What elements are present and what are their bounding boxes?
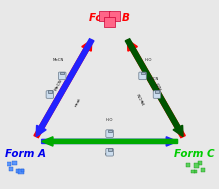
FancyBboxPatch shape (139, 72, 146, 80)
FancyBboxPatch shape (106, 148, 113, 156)
Text: MeCN: MeCN (147, 77, 159, 81)
FancyBboxPatch shape (186, 163, 190, 167)
FancyBboxPatch shape (99, 11, 110, 21)
Text: neat: neat (74, 97, 82, 107)
FancyBboxPatch shape (153, 91, 161, 98)
Text: H₂O: H₂O (156, 81, 164, 90)
Text: Form B: Form B (89, 12, 130, 22)
FancyBboxPatch shape (21, 169, 24, 172)
FancyBboxPatch shape (9, 167, 13, 171)
FancyArrow shape (36, 39, 94, 137)
Text: neat: neat (105, 152, 115, 156)
Text: H₂O: H₂O (145, 58, 152, 62)
FancyBboxPatch shape (109, 11, 120, 21)
FancyBboxPatch shape (12, 161, 17, 165)
Text: MeCN: MeCN (52, 58, 64, 62)
FancyBboxPatch shape (141, 72, 145, 74)
Text: MeCN: MeCN (54, 79, 64, 92)
FancyBboxPatch shape (104, 17, 115, 27)
FancyBboxPatch shape (16, 169, 20, 173)
FancyBboxPatch shape (194, 163, 199, 168)
FancyBboxPatch shape (108, 148, 112, 151)
FancyBboxPatch shape (6, 162, 11, 166)
FancyBboxPatch shape (198, 161, 202, 165)
FancyBboxPatch shape (58, 72, 66, 80)
FancyArrow shape (125, 39, 183, 137)
FancyBboxPatch shape (48, 91, 52, 93)
FancyBboxPatch shape (60, 72, 64, 74)
Text: H₂O: H₂O (105, 133, 114, 137)
FancyBboxPatch shape (108, 129, 112, 132)
FancyBboxPatch shape (155, 91, 159, 93)
Text: MeCN: MeCN (137, 92, 146, 105)
FancyBboxPatch shape (201, 168, 205, 172)
FancyArrow shape (34, 40, 92, 138)
Text: Form C: Form C (174, 149, 214, 159)
FancyBboxPatch shape (194, 170, 198, 173)
FancyArrow shape (127, 40, 185, 138)
Text: Form A: Form A (5, 149, 46, 159)
FancyArrow shape (42, 137, 178, 146)
FancyArrow shape (42, 137, 178, 146)
FancyBboxPatch shape (106, 130, 113, 137)
FancyBboxPatch shape (18, 169, 24, 174)
Text: H₂O: H₂O (106, 118, 113, 122)
FancyBboxPatch shape (46, 91, 54, 98)
FancyBboxPatch shape (191, 170, 195, 173)
